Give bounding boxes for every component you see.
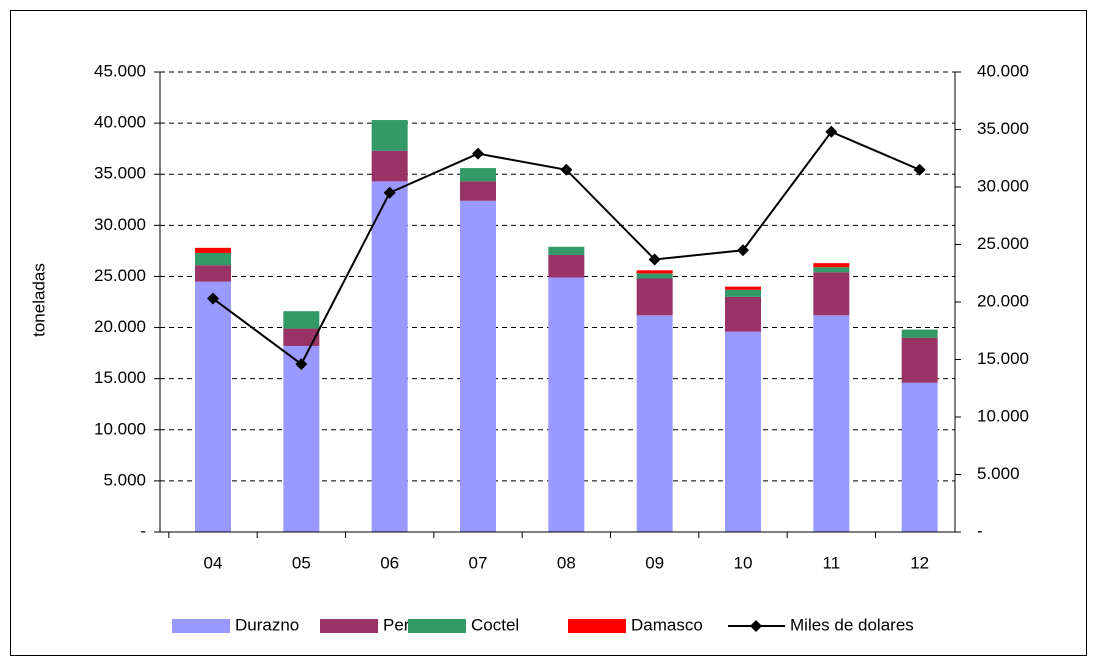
bar-segment [548, 277, 585, 532]
line-marker [825, 125, 838, 138]
bar-segment [371, 181, 408, 532]
y-tick-label: 45.000 [94, 61, 146, 80]
y-tick-label: - [140, 521, 146, 540]
bar-segment [283, 311, 320, 329]
bar-segment [901, 337, 938, 383]
line-marker [648, 253, 661, 266]
y-tick-label: 20.000 [94, 317, 146, 336]
bar-segment [725, 296, 761, 332]
y2-tick-label: 35.000 [977, 119, 1029, 138]
bar-segment [901, 329, 938, 338]
bar-segment [548, 246, 585, 255]
line-marker [737, 244, 749, 257]
line-marker [472, 147, 484, 160]
legend-swatch [172, 619, 230, 633]
legend-label: Durazno [235, 615, 299, 634]
x-tick-label: 04 [204, 553, 223, 572]
y-tick-label: 10.000 [94, 419, 146, 438]
bar-segment [548, 254, 585, 278]
legend-label: Damasco [631, 615, 703, 634]
bar-segment [195, 265, 231, 282]
y-tick-label: 15.000 [94, 368, 146, 387]
bar-segment [460, 200, 496, 533]
x-tick-label: 11 [823, 553, 841, 572]
bar-segment [725, 331, 761, 532]
legend-swatch [568, 619, 626, 633]
y-axis-label: toneladas [29, 263, 48, 337]
legend-swatch [320, 619, 378, 633]
bar-segment [813, 272, 850, 316]
y2-tick-label: 40.000 [977, 61, 1029, 80]
x-tick-label: 07 [469, 553, 488, 572]
bar-segment [460, 181, 496, 201]
bar-segment [460, 168, 496, 182]
line-marker [383, 186, 396, 199]
bar-segment [636, 278, 673, 316]
bar-segment [371, 120, 408, 151]
y-tick-label: 5.000 [103, 470, 146, 489]
bar-segment [371, 150, 408, 182]
y2-tick-label: 15.000 [977, 349, 1029, 368]
legend-label: Coctel [471, 615, 519, 634]
y-tick-label: 35.000 [94, 164, 146, 183]
y2-tick-label: 20.000 [977, 291, 1029, 310]
bar-segment [195, 247, 231, 253]
y2-tick-label: - [977, 521, 983, 540]
bar-segment [901, 382, 938, 532]
line-marker [207, 292, 219, 305]
x-tick-label: 05 [292, 553, 311, 572]
x-tick-label: 10 [734, 553, 753, 572]
y2-tick-label: 30.000 [977, 176, 1029, 195]
bar-segment [725, 286, 761, 290]
y2-tick-label: 5.000 [977, 464, 1020, 483]
line-marker [295, 358, 308, 371]
y2-tick-label: 10.000 [977, 406, 1029, 425]
legend-marker [750, 620, 762, 632]
bar-segment [636, 270, 673, 274]
bar-segment [636, 315, 673, 532]
line-marker [913, 163, 926, 176]
bar-segment [283, 328, 320, 346]
y-tick-label: 25.000 [94, 266, 146, 285]
bar-segment [636, 273, 673, 279]
x-tick-label: 12 [910, 553, 929, 572]
line-marker [560, 163, 573, 176]
x-tick-label: 09 [645, 553, 664, 572]
bar-segment [725, 289, 761, 297]
bar-segment [813, 263, 850, 268]
y2-tick-label: 25.000 [977, 234, 1029, 253]
y-tick-label: 40.000 [94, 113, 146, 132]
bar-segment [195, 252, 231, 266]
legend-swatch [408, 619, 466, 633]
y-tick-label: 30.000 [94, 215, 146, 234]
bar-segment [813, 315, 850, 532]
bar-segment [283, 345, 320, 532]
legend-label: Miles de dolares [790, 615, 914, 634]
x-tick-label: 08 [557, 553, 576, 572]
x-tick-label: 06 [380, 553, 399, 572]
bar-segment [813, 267, 850, 273]
bar-segment [195, 281, 231, 532]
